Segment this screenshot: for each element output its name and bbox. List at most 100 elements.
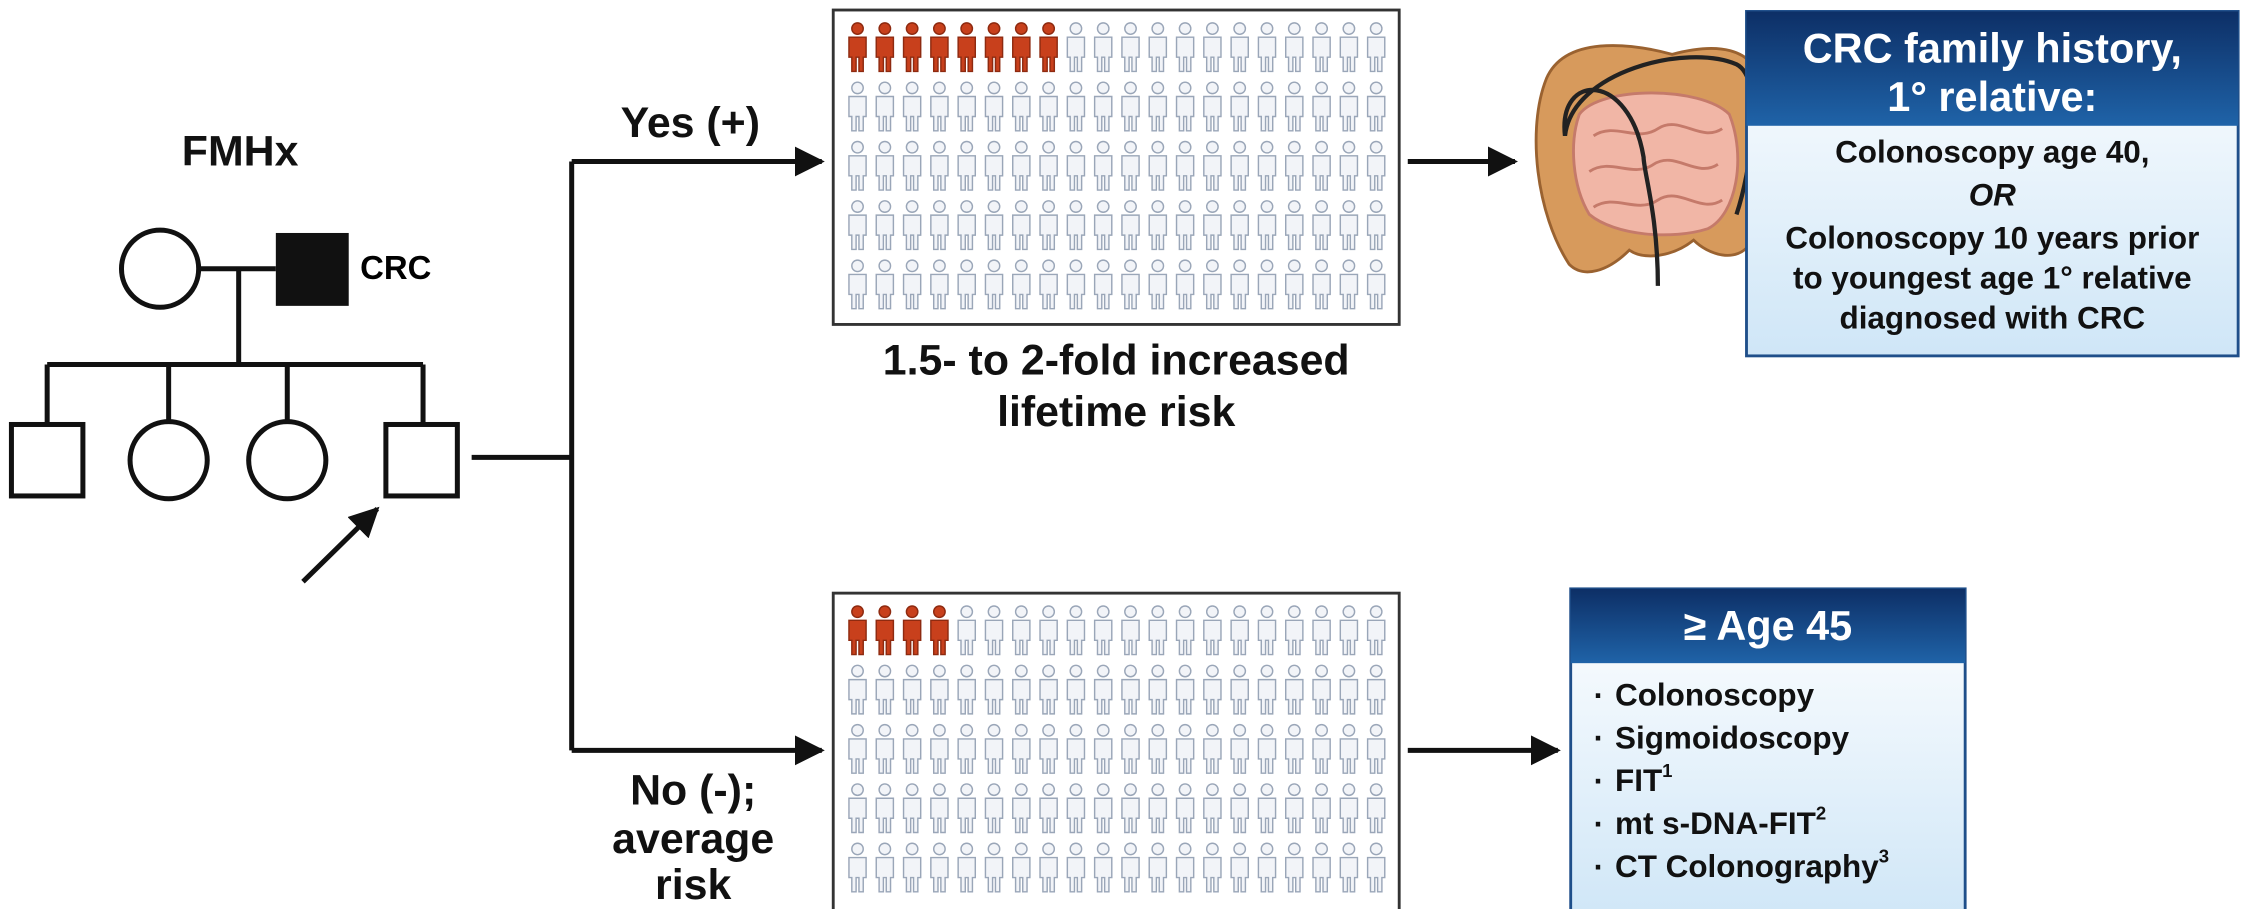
person-head (1261, 606, 1272, 617)
person-head (1343, 665, 1354, 676)
person-head (1097, 142, 1108, 153)
person-head (1016, 725, 1027, 736)
person-head (1070, 725, 1081, 736)
person-head (1234, 82, 1245, 93)
person-head (1016, 606, 1027, 617)
box-line: diagnosed with CRC (1839, 300, 2145, 335)
person-head (1125, 23, 1136, 34)
person-head (852, 606, 863, 617)
person-head (1234, 606, 1245, 617)
person-head (961, 142, 972, 153)
person-head (988, 142, 999, 153)
box-title: ≥ Age 45 (1684, 602, 1853, 649)
bullet: · (1594, 764, 1604, 799)
person-head (1343, 142, 1354, 153)
person-head (1070, 201, 1081, 212)
list-item: Sigmoidoscopy (1615, 721, 1850, 756)
person-head (1261, 142, 1272, 153)
person-head (1152, 23, 1163, 34)
person-head (1043, 725, 1054, 736)
item-text: CT Colonography (1615, 849, 1879, 884)
person-head (1016, 784, 1027, 795)
person-head (988, 606, 999, 617)
person-head (1097, 82, 1108, 93)
person-head (1289, 23, 1300, 34)
box-line: to youngest age 1° relative (1793, 260, 2192, 295)
person-head (1261, 260, 1272, 271)
no-label: No (-); (630, 767, 756, 815)
person-head (1316, 725, 1327, 736)
person-head (1261, 201, 1272, 212)
person-head (1016, 843, 1027, 854)
person-head (852, 725, 863, 736)
person-head (1343, 843, 1354, 854)
person-head (934, 260, 945, 271)
person-head (1207, 725, 1218, 736)
sibship-lines (47, 269, 423, 425)
person-head (1316, 606, 1327, 617)
person-head (1179, 665, 1190, 676)
person-head (988, 260, 999, 271)
person-head (1234, 784, 1245, 795)
person-head (1289, 606, 1300, 617)
item-text: mt s-DNA-FIT (1615, 806, 1816, 841)
person-head (1234, 142, 1245, 153)
person-head (906, 142, 917, 153)
person-head (1261, 843, 1272, 854)
person-head (1343, 784, 1354, 795)
person-head (1343, 260, 1354, 271)
person-head (1043, 260, 1054, 271)
yes-label: Yes (+) (621, 99, 760, 147)
person-head (1070, 784, 1081, 795)
person-head (1207, 260, 1218, 271)
person-head (1316, 142, 1327, 153)
person-head (906, 23, 917, 34)
person-head (1343, 82, 1354, 93)
person-head (1207, 82, 1218, 93)
list-item: mt s-DNA-FIT2 (1615, 803, 1826, 842)
person-head (1316, 260, 1327, 271)
risk-caption: lifetime risk (997, 388, 1235, 436)
person-head (934, 142, 945, 153)
person-head (906, 843, 917, 854)
person-head (961, 784, 972, 795)
person-head (1152, 725, 1163, 736)
person-head (988, 784, 999, 795)
person-head (1316, 843, 1327, 854)
person-head (1016, 23, 1027, 34)
person-head (1016, 201, 1027, 212)
person-head (1070, 665, 1081, 676)
person-head (1043, 201, 1054, 212)
person-head (1370, 606, 1381, 617)
person-head (1234, 260, 1245, 271)
person-head (1016, 142, 1027, 153)
person-head (961, 260, 972, 271)
person-head (1343, 725, 1354, 736)
person-head (934, 82, 945, 93)
branch-lines (472, 162, 572, 751)
person-head (1207, 665, 1218, 676)
person-head (1289, 82, 1300, 93)
person-head (1097, 665, 1108, 676)
list-item: CT Colonography3 (1615, 845, 1889, 884)
person-head (934, 725, 945, 736)
person-head (879, 82, 890, 93)
person-head (1125, 142, 1136, 153)
person-head (906, 784, 917, 795)
person-head (852, 23, 863, 34)
person-head (1234, 201, 1245, 212)
person-head (1370, 82, 1381, 93)
person-head (1370, 201, 1381, 212)
person-head (1343, 23, 1354, 34)
person-head (1097, 784, 1108, 795)
person-head (961, 725, 972, 736)
person-head (1070, 843, 1081, 854)
person-head (1179, 82, 1190, 93)
person-head (1289, 201, 1300, 212)
person-head (1070, 606, 1081, 617)
person-head (1097, 725, 1108, 736)
person-head (906, 606, 917, 617)
person-head (1125, 260, 1136, 271)
page: { "pedigree": {"title": "FMHx", "affecte… (0, 0, 2241, 909)
person-head (1179, 23, 1190, 34)
